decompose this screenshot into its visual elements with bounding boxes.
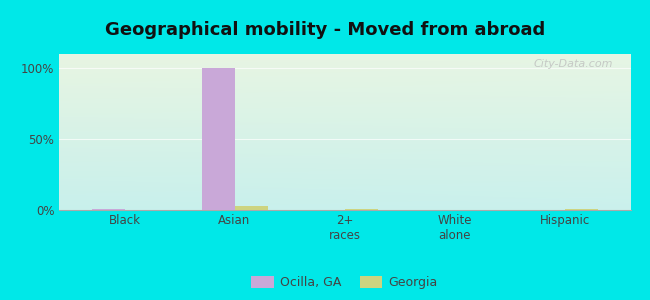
- Bar: [235, 206, 268, 210]
- Bar: [564, 209, 597, 210]
- Bar: [344, 209, 378, 210]
- Text: Geographical mobility - Moved from abroad: Geographical mobility - Moved from abroa…: [105, 21, 545, 39]
- Bar: [92, 209, 125, 210]
- Text: City-Data.com: City-Data.com: [534, 59, 614, 69]
- Legend: Ocilla, GA, Georgia: Ocilla, GA, Georgia: [246, 271, 443, 294]
- Bar: [202, 68, 235, 210]
